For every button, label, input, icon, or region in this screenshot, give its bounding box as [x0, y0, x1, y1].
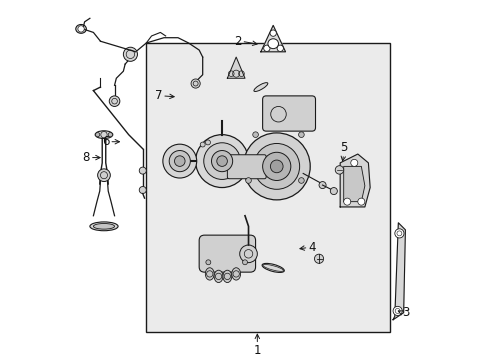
- Circle shape: [169, 150, 190, 172]
- Circle shape: [264, 45, 270, 51]
- Polygon shape: [227, 57, 245, 78]
- FancyBboxPatch shape: [199, 235, 256, 272]
- Bar: [147, 43, 390, 332]
- Ellipse shape: [90, 222, 118, 231]
- Polygon shape: [393, 223, 405, 320]
- Circle shape: [174, 156, 185, 166]
- Circle shape: [139, 167, 147, 174]
- Circle shape: [315, 254, 323, 263]
- Circle shape: [298, 178, 304, 183]
- Ellipse shape: [268, 39, 278, 49]
- Ellipse shape: [205, 268, 214, 280]
- Circle shape: [243, 133, 310, 200]
- Circle shape: [206, 260, 211, 265]
- Circle shape: [319, 181, 326, 189]
- Circle shape: [358, 198, 365, 205]
- Ellipse shape: [95, 131, 113, 139]
- Circle shape: [191, 79, 200, 88]
- Text: 6: 6: [102, 135, 109, 148]
- Circle shape: [243, 260, 247, 265]
- Ellipse shape: [76, 24, 86, 33]
- Circle shape: [240, 245, 257, 263]
- Polygon shape: [261, 25, 286, 52]
- Ellipse shape: [262, 264, 284, 273]
- Circle shape: [200, 142, 205, 147]
- Circle shape: [343, 198, 351, 205]
- Text: 7: 7: [155, 89, 162, 102]
- Polygon shape: [343, 166, 365, 202]
- Circle shape: [253, 132, 258, 138]
- Circle shape: [277, 45, 283, 51]
- Circle shape: [196, 135, 248, 188]
- Circle shape: [78, 26, 84, 32]
- FancyBboxPatch shape: [227, 155, 266, 179]
- Circle shape: [109, 96, 120, 107]
- Text: 2: 2: [234, 35, 242, 48]
- Circle shape: [139, 186, 147, 194]
- Ellipse shape: [232, 268, 241, 280]
- Circle shape: [123, 47, 138, 61]
- Circle shape: [205, 140, 210, 145]
- Circle shape: [245, 178, 251, 183]
- Circle shape: [217, 156, 227, 166]
- FancyBboxPatch shape: [263, 96, 316, 131]
- Circle shape: [254, 144, 300, 189]
- Text: 3: 3: [402, 306, 409, 319]
- Circle shape: [393, 306, 402, 315]
- Polygon shape: [340, 154, 370, 207]
- Ellipse shape: [214, 270, 223, 283]
- Circle shape: [163, 144, 196, 178]
- Ellipse shape: [223, 270, 232, 283]
- Circle shape: [96, 132, 100, 137]
- Circle shape: [270, 30, 276, 36]
- Circle shape: [298, 132, 304, 138]
- Circle shape: [108, 132, 112, 137]
- Circle shape: [395, 229, 404, 238]
- Text: 8: 8: [82, 151, 90, 164]
- Circle shape: [204, 143, 241, 179]
- Circle shape: [263, 152, 291, 180]
- Text: 5: 5: [340, 141, 347, 154]
- Circle shape: [98, 169, 110, 181]
- Ellipse shape: [94, 224, 115, 229]
- Ellipse shape: [254, 83, 268, 91]
- Circle shape: [212, 150, 233, 172]
- Text: 1: 1: [254, 345, 261, 357]
- Circle shape: [270, 160, 283, 173]
- Circle shape: [351, 159, 358, 166]
- Circle shape: [330, 188, 338, 195]
- Text: 4: 4: [309, 241, 316, 254]
- Circle shape: [335, 166, 343, 174]
